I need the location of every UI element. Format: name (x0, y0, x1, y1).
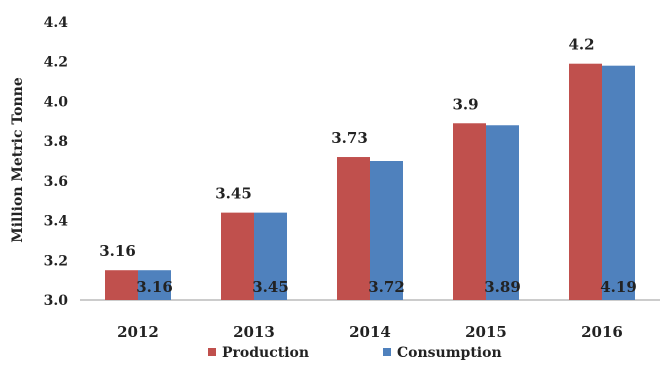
bar-production-2015 (453, 123, 486, 301)
y-tick-label: 4.0 (44, 94, 69, 110)
x-tick-label: 2016 (581, 323, 623, 341)
y-tick-label: 3.8 (44, 134, 68, 150)
data-label-consumption-2012: 3.16 (136, 278, 173, 296)
data-label-consumption-2013: 3.45 (252, 278, 289, 296)
x-tick-label: 2015 (465, 323, 507, 341)
y-tick-label: 4.2 (44, 55, 68, 71)
bar-consumption-2014 (370, 161, 403, 300)
data-label-production-2014: 3.73 (331, 129, 368, 147)
x-tick-label: 2014 (349, 323, 391, 341)
y-tick-label: 3.4 (44, 214, 69, 230)
legend-swatch-consumption (383, 348, 391, 356)
y-tick-label: 4.4 (44, 15, 69, 31)
legend-label-production: Production (222, 345, 309, 361)
bars-group: 3.163.16 3.45 3.45 3.73 3.72 3.9 3.89 4.2 4.19 (99, 36, 637, 301)
y-tick-label: 3.2 (44, 253, 68, 269)
y-axis-title: Million Metric Tonne (10, 77, 26, 243)
y-tick-label: 3.6 (44, 174, 68, 190)
legend-swatch-production (208, 348, 216, 356)
x-tick-label: 2012 (117, 323, 159, 341)
bar-consumption-2012 (138, 270, 171, 300)
data-label-production-2013: 3.45 (215, 185, 252, 203)
y-axis: 3.0 3.2 3.4 3.6 3.8 4.0 4.2 4.4 (44, 15, 660, 309)
data-label-production-2015: 3.9 (452, 95, 478, 113)
bar-production-2014 (337, 157, 370, 300)
data-label-consumption-2015: 3.89 (484, 278, 521, 296)
x-tick-label: 2013 (233, 323, 275, 341)
data-label-consumption-2014: 3.72 (368, 278, 405, 296)
bar-consumption-2015 (486, 125, 519, 300)
bar-production-2013 (221, 212, 254, 300)
bar-consumption-2016 (602, 65, 635, 300)
data-label-consumption-2016: 4.19 (600, 278, 637, 296)
bar-consumption-2013 (254, 212, 287, 300)
data-label-production-2016: 4.2 (568, 36, 594, 54)
legend: Production Consumption (208, 345, 502, 361)
bar-production-2016 (569, 63, 602, 301)
bar-production-2012 (105, 270, 138, 300)
data-label-production-2012: 3.16 (99, 242, 136, 260)
x-axis: 2012 2013 2014 2015 2016 (117, 323, 623, 341)
legend-label-consumption: Consumption (397, 345, 502, 361)
y-tick-label: 3.0 (44, 293, 69, 309)
